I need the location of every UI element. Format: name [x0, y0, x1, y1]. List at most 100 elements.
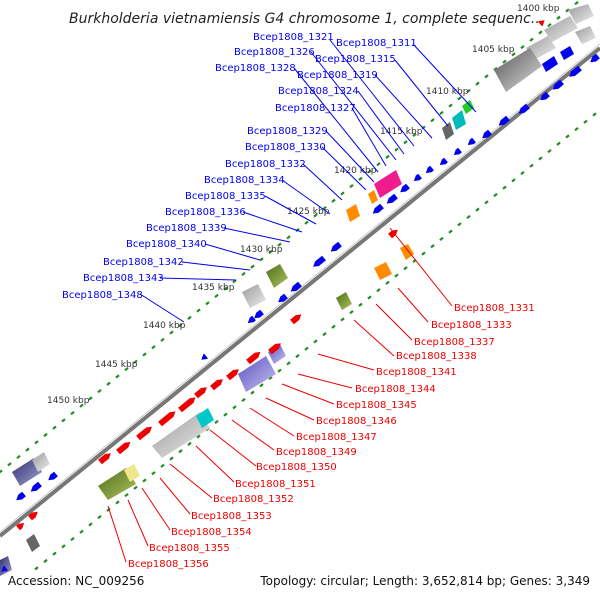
track-dot [376, 162, 381, 167]
gene-label[interactable]: Bcep1808_1321 [253, 32, 334, 43]
gene-label[interactable]: Bcep1808_1349 [276, 447, 357, 458]
track-dot [421, 125, 426, 130]
feature-block [98, 468, 136, 500]
gene-label[interactable]: Bcep1808_1342 [103, 257, 184, 268]
leader-line [209, 429, 257, 467]
gene-label[interactable]: Bcep1808_1355 [149, 543, 230, 554]
track-dot [88, 522, 93, 527]
feature-block [542, 56, 558, 72]
leader-line [159, 277, 237, 281]
gene-label[interactable]: Bcep1808_1353 [191, 511, 272, 522]
kbp-scale: 1400 kbp 1405 kbp 1410 kbp 1415 kbp 1420… [47, 4, 560, 406]
gene-label[interactable]: Bcep1808_1350 [256, 462, 337, 473]
forward-gene-arrow [569, 65, 582, 77]
track-dot [340, 317, 345, 322]
track-dot [16, 454, 21, 460]
forward-gene-arrow [330, 241, 342, 252]
forward-gene-arrow [386, 193, 398, 204]
track-dot [223, 412, 228, 417]
reverse-gene-arrow [28, 511, 38, 521]
forward-gene-arrow [518, 103, 530, 114]
gene-label[interactable]: Bcep1808_1330 [245, 142, 326, 153]
track-dot [331, 198, 336, 203]
leader-line [264, 195, 317, 225]
lower-gene-labels: Bcep1808_1331 Bcep1808_1333 Bcep1808_133… [128, 303, 535, 570]
track-dot [304, 346, 309, 351]
gene-label[interactable]: Bcep1808_1327 [275, 103, 356, 114]
feature-block [124, 464, 140, 482]
leader-line [389, 227, 453, 307]
gene-label[interactable]: Bcep1808_1333 [431, 320, 512, 331]
track-dot [565, 134, 570, 139]
leader-line [195, 445, 235, 483]
gene-label[interactable]: Bcep1808_1339 [146, 223, 227, 234]
track-dot [286, 235, 291, 240]
gene-label[interactable]: Bcep1808_1346 [316, 416, 397, 427]
track-dot [133, 359, 138, 364]
leader-line [127, 499, 149, 547]
gene-label[interactable]: Bcep1808_1335 [185, 191, 266, 202]
forward-gene-arrow [30, 481, 42, 492]
leader-line [139, 293, 185, 323]
gene-label[interactable]: Bcep1808_1352 [213, 494, 294, 505]
gene-label[interactable]: Bcep1808_1324 [278, 86, 359, 97]
gene-label[interactable]: Bcep1808_1356 [128, 559, 209, 570]
track-dot [367, 169, 372, 174]
gene-label[interactable]: Bcep1808_1326 [234, 47, 315, 58]
track-dot [214, 293, 219, 298]
gene-label[interactable]: Bcep1808_1337 [414, 337, 495, 348]
track-dot [421, 251, 426, 256]
leader-line [107, 505, 127, 563]
gene-label[interactable]: Bcep1808_1351 [235, 479, 316, 490]
gene-label[interactable]: Bcep1808_1344 [355, 384, 436, 395]
feature-block [374, 170, 402, 198]
gene-label[interactable]: Bcep1808_1345 [336, 400, 417, 411]
gene-label[interactable]: Bcep1808_1341 [376, 367, 457, 378]
gene-label[interactable]: Bcep1808_1331 [454, 303, 535, 314]
gene-label[interactable]: Bcep1808_1332 [225, 159, 306, 170]
leader-line [231, 419, 275, 451]
gene-label[interactable]: Bcep1808_1338 [396, 351, 477, 362]
gene-label[interactable]: Bcep1808_1311 [336, 38, 417, 49]
track-dot [457, 96, 462, 101]
feature-block [152, 412, 210, 458]
track-dot [385, 280, 390, 285]
feature-block [336, 292, 352, 310]
track-dot [277, 368, 282, 373]
track-dot [403, 140, 408, 145]
track-dot [142, 478, 147, 483]
forward-gene-arrow [1, 565, 8, 572]
gene-label[interactable]: Bcep1808_1319 [297, 70, 378, 81]
track-dot [493, 192, 498, 198]
track-dot [547, 148, 552, 154]
upper-gene-labels: Bcep1808_1311 Bcep1808_1315 Bcep1808_131… [62, 32, 417, 301]
gene-label[interactable]: Bcep1808_1329 [247, 126, 328, 137]
leader-line [281, 179, 331, 215]
map-title: Burkholderia vietnamiensis G4 chromosome… [69, 11, 544, 27]
track-dot [430, 118, 435, 123]
track-dot [367, 295, 372, 300]
gene-label[interactable]: Bcep1808_1343 [83, 273, 164, 284]
gene-label[interactable]: Bcep1808_1315 [315, 54, 396, 65]
gene-label[interactable]: Bcep1808_1336 [165, 207, 246, 218]
track-dot [538, 30, 543, 35]
forward-gene-arrow [400, 183, 410, 193]
feature-block [0, 556, 12, 576]
gene-label[interactable]: Bcep1808_1348 [62, 290, 143, 301]
gene-label[interactable]: Bcep1808_1347 [296, 432, 377, 443]
track-dot [295, 353, 300, 359]
gene-label[interactable]: Bcep1808_1354 [171, 527, 252, 538]
feature-block [238, 356, 276, 392]
gene-label[interactable]: Bcep1808_1334 [204, 175, 285, 186]
track-dot [124, 367, 129, 372]
track-dot [457, 222, 462, 227]
track-dot [7, 462, 12, 467]
leader-line [317, 353, 375, 371]
gene-label[interactable]: Bcep1808_1328 [215, 63, 296, 74]
track-dot [79, 529, 84, 534]
reverse-gene-arrow [116, 441, 131, 455]
track-dot [277, 242, 282, 247]
track-dot [259, 257, 264, 262]
track-dot [106, 381, 111, 386]
gene-label[interactable]: Bcep1808_1340 [126, 239, 207, 250]
